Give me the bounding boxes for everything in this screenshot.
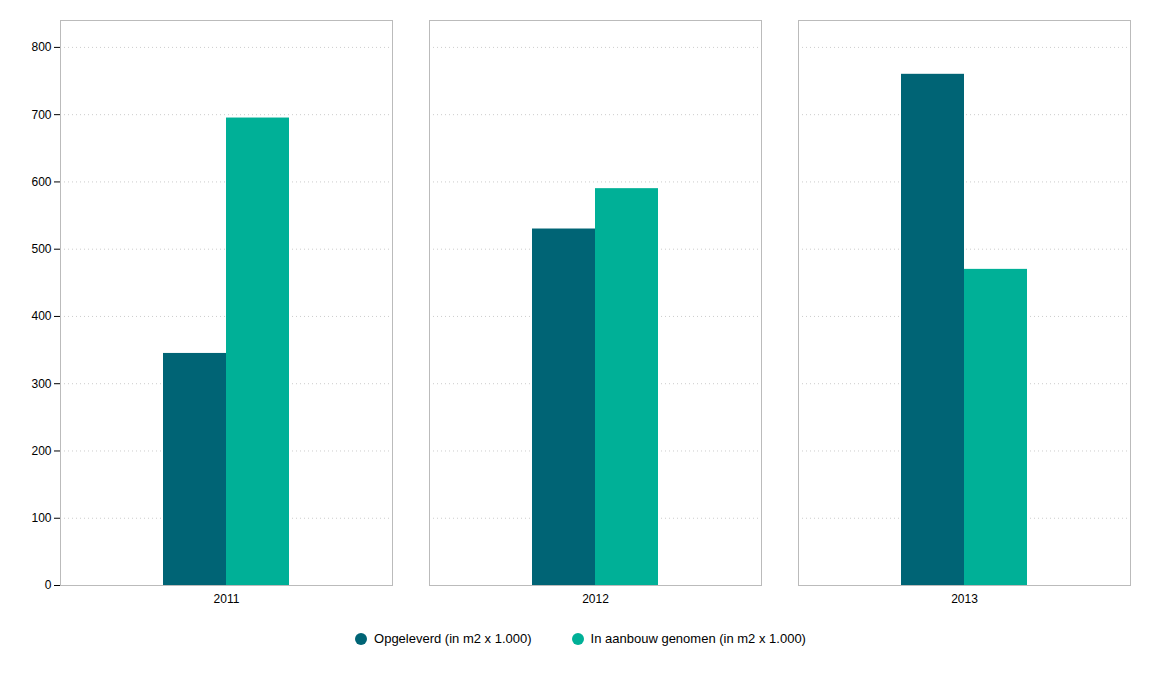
- svg-text:600: 600: [31, 175, 51, 189]
- html-text:Opgeleverd (in m2 x 1.000): Opgeleverd (in m2 x 1.000): [374, 631, 532, 646]
- svg-text:200: 200: [31, 444, 51, 458]
- html-text:In aanbouw genomen (in m2 x 1.: In aanbouw genomen (in m2 x 1.000): [590, 631, 806, 646]
- svg-text:800: 800: [31, 40, 51, 54]
- svg-text:500: 500: [31, 242, 51, 256]
- svg-text:100: 100: [31, 511, 51, 525]
- svg-text:0: 0: [45, 578, 52, 592]
- svg-text:300: 300: [31, 377, 51, 391]
- svg-text:400: 400: [31, 309, 51, 323]
- svg-text:2013: 2013: [951, 592, 978, 606]
- svg-text:700: 700: [31, 108, 51, 122]
- svg-text:2012: 2012: [582, 592, 609, 606]
- svg-text:2011: 2011: [214, 592, 240, 606]
